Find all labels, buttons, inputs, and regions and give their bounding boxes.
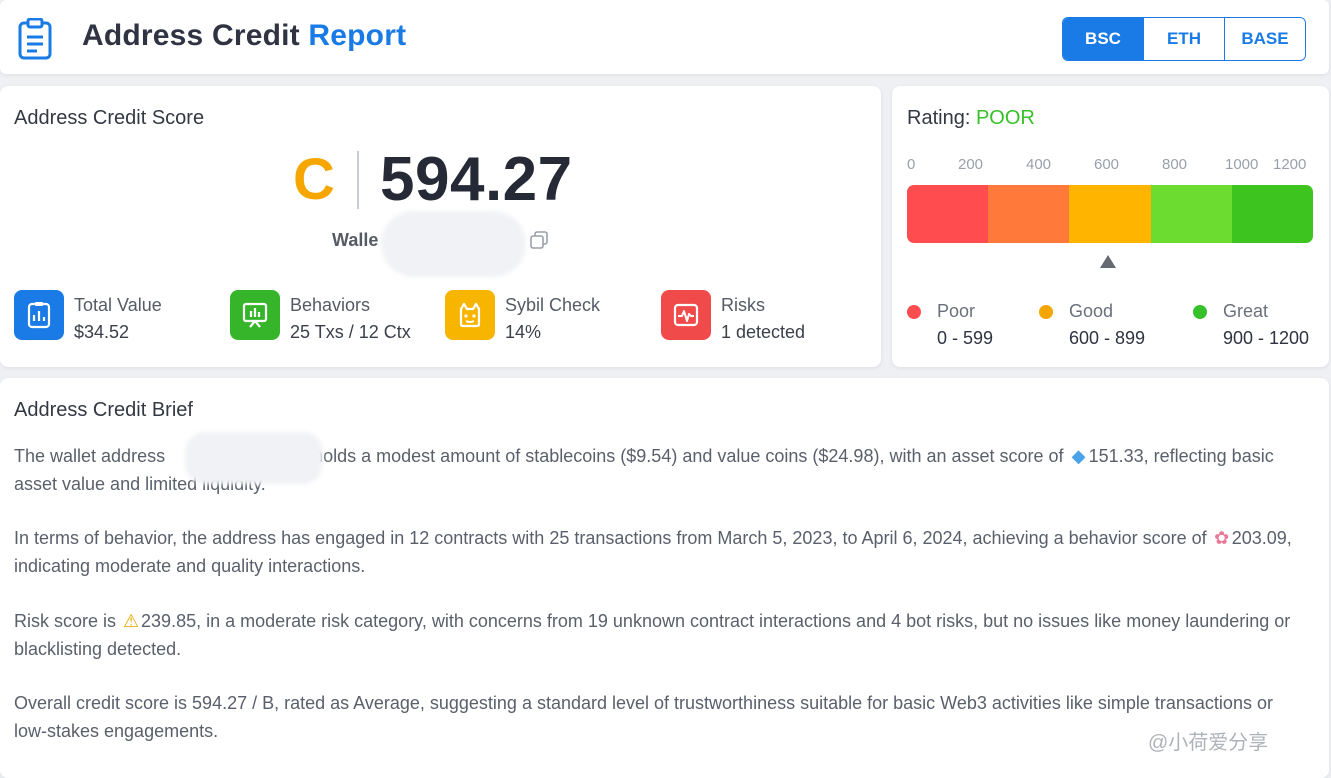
metric-risks: Risks 1 detected <box>661 290 861 342</box>
brief-text: Risk score is <box>14 611 117 631</box>
credit-score-value: 594.27 <box>380 145 573 214</box>
metric-label: Sybil Check <box>505 295 601 315</box>
legend-range: 0 - 599 <box>937 328 994 348</box>
legend-range: 900 - 1200 <box>1223 328 1310 348</box>
grade-divider <box>357 151 359 209</box>
metric-value: 14% <box>505 322 542 342</box>
legend-name: Poor <box>937 301 976 321</box>
legend-dot <box>1193 305 1207 319</box>
brief-paragraph-overall: Overall credit score is 594.27 / B, rate… <box>14 689 1304 745</box>
scale-tick: 200 <box>958 156 984 173</box>
brief-text: holds a modest amount of stablecoins ($9… <box>313 446 1064 466</box>
copy-icon[interactable] <box>530 231 548 249</box>
brief-text: The wallet address <box>14 446 166 466</box>
metric-behaviors: Behaviors 25 Txs / 12 Ctx <box>230 290 430 342</box>
metric-value: 1 detected <box>721 322 806 342</box>
metric-sybil-check: Sybil Check 14% <box>445 290 645 342</box>
credit-grade: C <box>293 147 335 212</box>
rating-segment <box>907 185 989 243</box>
scale-tick: 400 <box>1026 156 1052 173</box>
robot-icon <box>445 290 495 340</box>
rating-segment <box>1231 185 1313 243</box>
wallet-label: Walle <box>332 230 379 250</box>
brief-text: 151.33, <box>1088 446 1149 466</box>
brief-text: Overall credit score is 594.27 / B, rate… <box>14 693 1273 741</box>
scale-tick: 1200 <box>1273 156 1307 173</box>
brief-paragraph-risk: Risk score is ⚠ 239.85, in a moderate ris… <box>14 607 1304 663</box>
rating-segment <box>1069 185 1151 243</box>
diamond-icon: ◆ <box>1071 446 1086 466</box>
wallet-address-redacted <box>185 432 323 484</box>
brief-text: 239.85, in a moderate risk category, wit… <box>14 611 1291 659</box>
legend-dot <box>907 305 921 319</box>
credit-score-title: Address Credit Score <box>14 107 205 129</box>
scale-tick: 800 <box>1162 156 1188 173</box>
legend-dot <box>1039 305 1053 319</box>
metric-label: Behaviors <box>290 295 371 315</box>
scale-tick: 1000 <box>1225 156 1259 173</box>
warning-icon: ⚠ <box>122 611 140 631</box>
rating-scale-bar <box>907 185 1313 243</box>
page-title-accent: Report <box>308 19 407 52</box>
rating-segment <box>988 185 1070 243</box>
watermark-text: @小荷爱分享 <box>1148 732 1269 754</box>
legend-name: Great <box>1223 301 1269 321</box>
wallet-address-redacted <box>381 211 526 277</box>
metric-value: $34.52 <box>74 322 130 342</box>
scale-tick: 600 <box>1094 156 1120 173</box>
clipboard-icon <box>18 18 52 60</box>
network-eth-button[interactable]: ETH <box>1143 18 1224 60</box>
metric-total-value: Total Value $34.52 <box>14 290 214 342</box>
page-title: Address Credit Report <box>82 19 406 53</box>
score-marker-icon <box>1100 255 1116 268</box>
network-bsc-button[interactable]: BSC <box>1063 18 1143 60</box>
chart-bars-icon <box>14 290 64 340</box>
metric-value: 25 Txs / 12 Ctx <box>290 322 411 342</box>
legend-name: Good <box>1069 301 1114 321</box>
brain-icon: ✿ <box>1214 528 1230 548</box>
page-title-main: Address Credit <box>82 19 300 52</box>
rating-segment <box>1150 185 1232 243</box>
scale-tick: 0 <box>907 156 916 173</box>
metric-label: Risks <box>721 295 765 315</box>
brief-text: 203.09, indicating moderate and quality … <box>14 528 1292 576</box>
network-base-button[interactable]: BASE <box>1224 18 1305 60</box>
rating-title-prefix: Rating: <box>907 107 971 129</box>
credit-brief-title: Address Credit Brief <box>14 399 193 421</box>
presentation-icon <box>230 290 280 340</box>
rating-title: Rating: POOR <box>907 107 1035 130</box>
legend-range: 600 - 899 <box>1069 328 1146 348</box>
pulse-icon <box>661 290 711 340</box>
brief-paragraph-assets: The wallet address holds a modest amount… <box>14 442 1304 498</box>
header-bar: Address Credit Report BSC ETH BASE <box>0 0 1329 74</box>
network-selector: BSC ETH BASE <box>1062 17 1306 61</box>
metric-label: Total Value <box>74 295 162 315</box>
brief-text: In terms of behavior, the address has en… <box>14 528 1207 548</box>
rating-title-value: POOR <box>975 107 1035 129</box>
brief-paragraph-behavior: In terms of behavior, the address has en… <box>14 524 1304 580</box>
